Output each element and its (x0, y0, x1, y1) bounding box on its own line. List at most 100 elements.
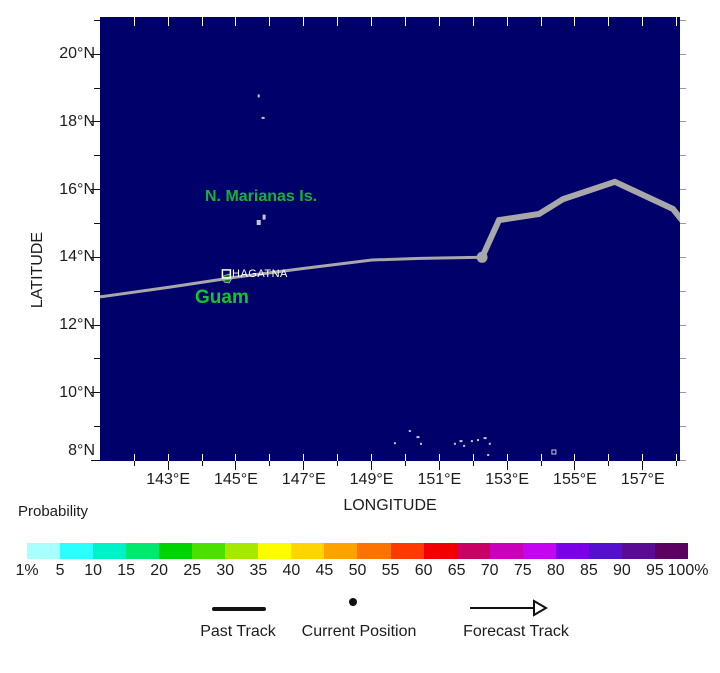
colorbar-tick-label: 70 (480, 562, 499, 579)
x-axis-tick-label: 145°E (214, 471, 258, 488)
map-bottom-inner-tick (269, 454, 271, 461)
island-speck (470, 440, 473, 443)
x-axis-tick (608, 461, 610, 466)
map-bottom-inner-tick (337, 454, 339, 461)
colorbar-segment (621, 543, 655, 559)
colorbar-tick-label: 40 (282, 562, 301, 579)
x-axis-tick-label: 147°E (281, 471, 326, 488)
x-axis-tick (303, 461, 305, 470)
map-top-tick (642, 17, 644, 26)
colorbar-tick-label: 20 (150, 562, 169, 579)
colorbar-segment (390, 543, 424, 559)
x-axis-tick (133, 461, 135, 466)
map-overlay-graphics (100, 94, 680, 456)
map-right-tick (680, 222, 686, 224)
map-top-tick (303, 17, 305, 26)
x-axis-tick (540, 461, 542, 466)
y-axis-tick (94, 87, 100, 89)
colorbar-tick-label: 45 (315, 562, 334, 579)
colorbar-segment (60, 543, 94, 559)
forecast-track-line (479, 178, 680, 259)
y-axis-tick (91, 189, 100, 191)
colorbar-segment (456, 543, 490, 559)
colorbar-tick-label: 5 (55, 562, 65, 579)
map-right-tick (680, 19, 686, 21)
y-axis-tick (91, 53, 100, 55)
y-axis-tick (94, 290, 100, 292)
y-axis-tick (94, 19, 100, 21)
island-speck (257, 94, 260, 98)
map-bottom-inner-tick (506, 454, 508, 461)
map-right-tick (680, 53, 686, 55)
colorbar-tick-label: 15 (117, 562, 136, 579)
map-top-tick (371, 17, 373, 26)
x-axis-tick-label: 157°E (620, 471, 665, 488)
colorbar-segment (192, 543, 226, 559)
map-bottom-inner-tick (438, 454, 440, 461)
y-axis-tick (91, 392, 100, 394)
island-speck (261, 116, 265, 119)
island-speck (420, 442, 422, 445)
colorbar-tick-label: 85 (579, 562, 598, 579)
x-axis-tick-label: 151°E (417, 471, 462, 488)
colorbar-segment (654, 543, 688, 559)
island-speck (393, 442, 396, 445)
colorbar-segment (324, 543, 358, 559)
map-right-tick (680, 324, 686, 326)
map-plot-area (100, 17, 680, 461)
colorbar-segment (423, 543, 457, 559)
current-position-dot (476, 251, 488, 263)
map-top-tick (337, 17, 339, 26)
y-axis-tick-label: 8°N (68, 442, 95, 459)
island-speck (459, 440, 463, 443)
island-speck (463, 444, 466, 447)
colorbar-tick-label: 60 (414, 562, 433, 579)
map-bottom-inner-tick (608, 454, 610, 461)
island-speck (453, 442, 456, 445)
x-axis-tick-label: 155°E (553, 471, 597, 488)
y-axis-tick-label: 12°N (59, 316, 95, 334)
colorbar-tick-label: 1% (15, 562, 39, 579)
y-axis-tick-label: 16°N (59, 180, 95, 198)
colorbar-tick-label: 50 (348, 562, 367, 579)
guam-place-label: Guam (195, 287, 249, 308)
colorbar-segment (291, 543, 325, 559)
past-track-line (100, 255, 483, 299)
island-speck (256, 220, 261, 225)
x-axis-tick (676, 461, 678, 466)
x-axis-tick-label: 153°E (485, 471, 529, 488)
map-bottom-inner-tick (201, 454, 203, 461)
colorbar-tick-label: 90 (612, 562, 631, 579)
latitude-axis-title: LATITUDE (29, 231, 46, 309)
map-top-tick (167, 17, 169, 26)
forecast-track-legend-label: Forecast Track (463, 623, 569, 640)
island-speck (262, 214, 266, 220)
colorbar-segment (489, 543, 523, 559)
map-top-tick (574, 17, 576, 26)
map-bottom-inner-tick (642, 454, 644, 461)
colorbar-segment (27, 543, 61, 559)
longitude-axis-title: LONGITUDE (343, 497, 437, 514)
map-right-tick (680, 290, 686, 292)
colorbar-segment (258, 543, 292, 559)
map-right-tick (680, 189, 686, 191)
map-top-tick (608, 17, 610, 26)
colorbar-segment (93, 543, 127, 559)
y-axis-tick (94, 155, 100, 157)
map-bottom-inner-tick (574, 454, 576, 461)
colorbar-tick-label: 75 (513, 562, 532, 579)
map-bottom-inner-tick (371, 454, 373, 461)
island-speck (408, 430, 411, 432)
map-top-tick (540, 17, 542, 26)
x-axis-tick (167, 461, 169, 470)
probability-colorbar (27, 543, 688, 559)
map-top-tick (472, 17, 474, 26)
y-axis-tick (91, 121, 100, 123)
y-axis-tick-label: 20°N (59, 45, 95, 63)
marianas-place-label: N. Marianas Is. (205, 188, 318, 205)
island-speck (416, 436, 420, 439)
current-position-legend-label: Current Position (301, 623, 417, 640)
x-axis-tick (201, 461, 203, 466)
past-track-line-symbol (212, 607, 266, 611)
hagatna-city-marker (221, 269, 232, 279)
